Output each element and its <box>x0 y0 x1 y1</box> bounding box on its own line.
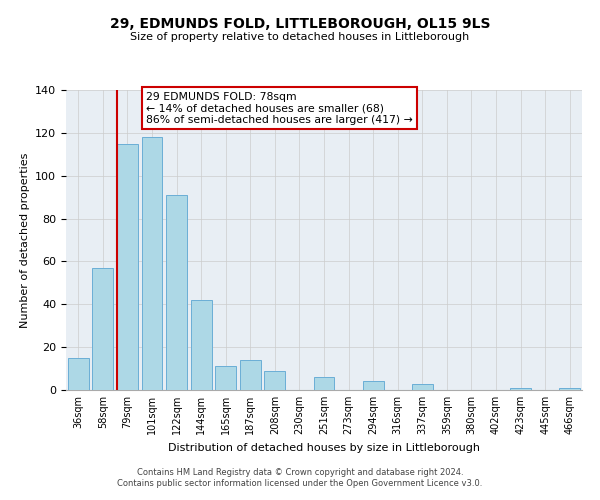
Bar <box>412 384 433 390</box>
Bar <box>142 137 163 390</box>
Bar <box>68 358 89 390</box>
Bar <box>240 360 261 390</box>
Text: 29 EDMUNDS FOLD: 78sqm
← 14% of detached houses are smaller (68)
86% of semi-det: 29 EDMUNDS FOLD: 78sqm ← 14% of detached… <box>146 92 413 124</box>
Bar <box>117 144 138 390</box>
Bar <box>166 195 187 390</box>
Bar <box>559 388 580 390</box>
Bar <box>191 300 212 390</box>
Bar <box>92 268 113 390</box>
Y-axis label: Number of detached properties: Number of detached properties <box>20 152 29 328</box>
X-axis label: Distribution of detached houses by size in Littleborough: Distribution of detached houses by size … <box>168 442 480 452</box>
Bar <box>510 388 531 390</box>
Bar <box>265 370 286 390</box>
Text: 29, EDMUNDS FOLD, LITTLEBOROUGH, OL15 9LS: 29, EDMUNDS FOLD, LITTLEBOROUGH, OL15 9L… <box>110 18 490 32</box>
Bar <box>314 377 334 390</box>
Text: Size of property relative to detached houses in Littleborough: Size of property relative to detached ho… <box>130 32 470 42</box>
Bar <box>362 382 383 390</box>
Bar <box>215 366 236 390</box>
Text: Contains HM Land Registry data © Crown copyright and database right 2024.
Contai: Contains HM Land Registry data © Crown c… <box>118 468 482 487</box>
